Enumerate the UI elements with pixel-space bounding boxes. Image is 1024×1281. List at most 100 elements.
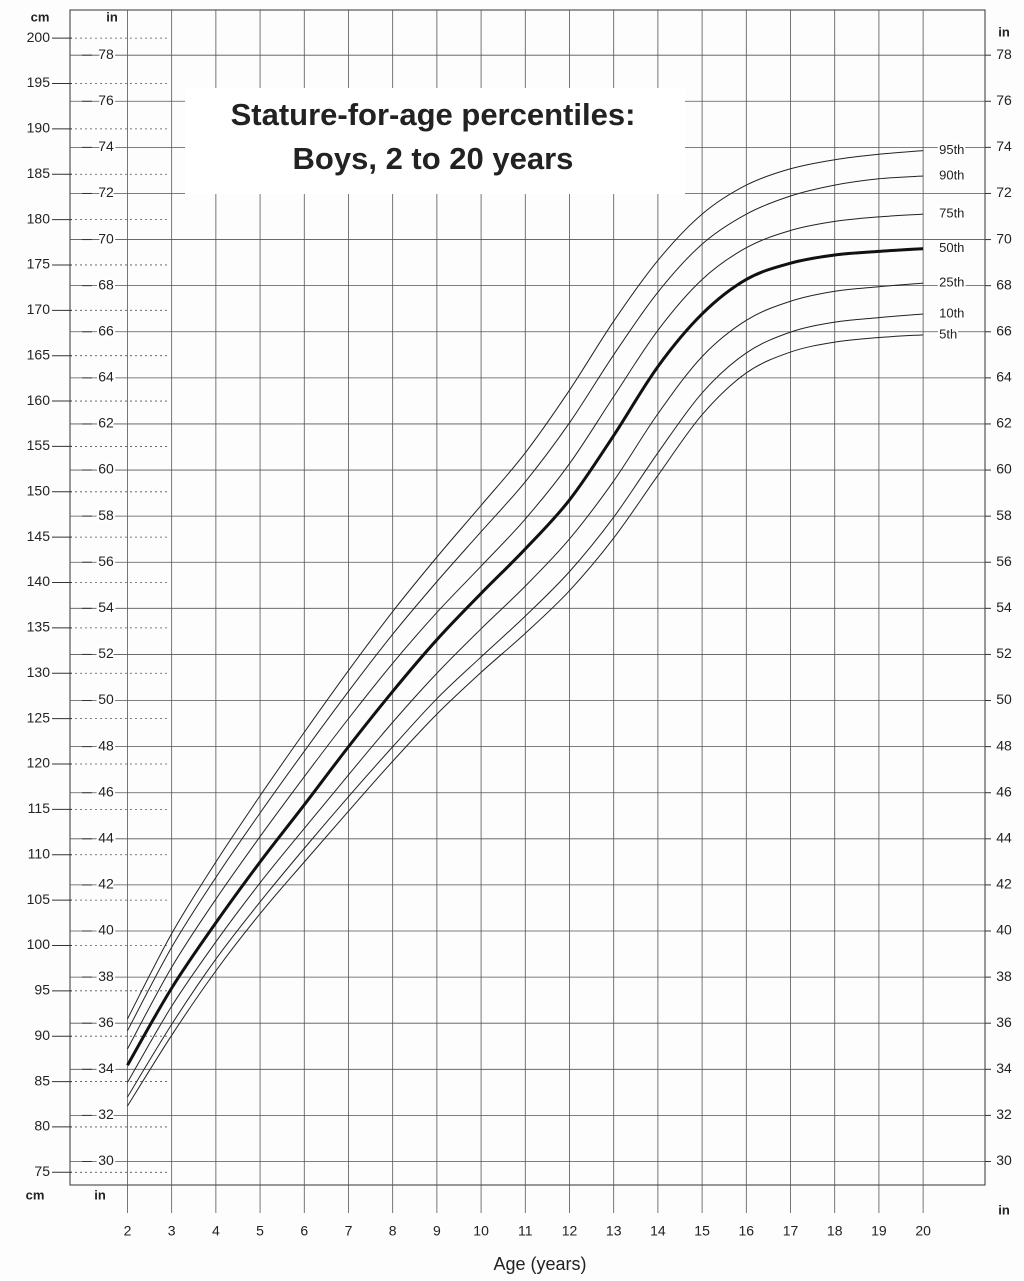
y2-tick-label: 60 bbox=[98, 461, 114, 477]
y2-tick-label: 54 bbox=[98, 599, 114, 615]
y2-tick-label: 56 bbox=[996, 553, 1012, 569]
y2-axis-label: in bbox=[998, 24, 1010, 39]
y-tick-label: 90 bbox=[34, 1027, 50, 1043]
y2-tick-label: 32 bbox=[996, 1106, 1012, 1122]
y-tick-label: 140 bbox=[27, 573, 51, 589]
y2-tick-label: 66 bbox=[98, 322, 114, 338]
y2-tick-label: 50 bbox=[98, 691, 114, 707]
series-label: 90th bbox=[939, 167, 964, 182]
y2-axis-label: in bbox=[94, 1187, 106, 1202]
x-tick-label: 4 bbox=[212, 1223, 220, 1239]
x-tick-label: 7 bbox=[345, 1223, 353, 1239]
y2-tick-label: 46 bbox=[98, 783, 114, 799]
y2-tick-label: 40 bbox=[996, 922, 1012, 938]
y-tick-label: 185 bbox=[27, 165, 51, 181]
y-axis-label: cm bbox=[31, 9, 50, 24]
x-tick-label: 8 bbox=[389, 1223, 397, 1239]
x-tick-label: 5 bbox=[256, 1223, 264, 1239]
y-axis-label: cm bbox=[26, 1187, 45, 1202]
percentile-curve bbox=[127, 334, 924, 1107]
y2-axis-label: in bbox=[106, 9, 118, 24]
y-tick-label: 200 bbox=[27, 29, 51, 45]
x-tick-label: 16 bbox=[739, 1223, 755, 1239]
y2-tick-label: 68 bbox=[996, 276, 1012, 292]
y-tick-label: 175 bbox=[27, 256, 51, 272]
y2-axis-label: in bbox=[998, 1202, 1010, 1217]
y2-tick-label: 62 bbox=[996, 415, 1012, 431]
percentile-curve bbox=[126, 247, 924, 1066]
x-tick-label: 2 bbox=[124, 1223, 132, 1239]
y2-tick-label: 32 bbox=[98, 1106, 114, 1122]
y-tick-label: 120 bbox=[27, 755, 51, 771]
y-tick-label: 165 bbox=[27, 346, 51, 362]
y2-tick-label: 48 bbox=[996, 737, 1012, 753]
x-tick-label: 10 bbox=[473, 1223, 489, 1239]
y2-tick-label: 74 bbox=[996, 138, 1012, 154]
percentile-curve bbox=[127, 282, 924, 1083]
series-label: 5th bbox=[939, 326, 957, 341]
y2-tick-label: 44 bbox=[98, 830, 114, 846]
y2-tick-label: 72 bbox=[98, 184, 114, 200]
x-tick-label: 17 bbox=[783, 1223, 799, 1239]
x-tick-label: 15 bbox=[694, 1223, 710, 1239]
y-tick-label: 105 bbox=[27, 891, 51, 907]
y-tick-label: 85 bbox=[34, 1072, 50, 1088]
y2-tick-label: 66 bbox=[996, 322, 1012, 338]
series-label: 95th bbox=[939, 142, 964, 157]
y2-tick-label: 70 bbox=[996, 230, 1012, 246]
x-tick-label: 9 bbox=[433, 1223, 441, 1239]
chart-title: Stature-for-age percentiles: bbox=[231, 97, 636, 132]
grid bbox=[52, 9, 991, 1213]
x-axis-label: Age (years) bbox=[493, 1254, 586, 1274]
series-label: 25th bbox=[939, 275, 964, 290]
title-box bbox=[185, 88, 685, 194]
series-label: 50th bbox=[939, 240, 964, 255]
y-tick-label: 80 bbox=[34, 1118, 50, 1134]
plot-frame bbox=[69, 9, 986, 1186]
y2-tick-label: 76 bbox=[98, 92, 114, 108]
y2-tick-label: 38 bbox=[98, 968, 114, 984]
y2-tick-label: 52 bbox=[98, 645, 114, 661]
y2-tick-label: 42 bbox=[996, 876, 1012, 892]
y2-tick-label: 30 bbox=[996, 1152, 1012, 1168]
y2-tick-label: 44 bbox=[996, 830, 1012, 846]
y-tick-label: 95 bbox=[34, 982, 50, 998]
y2-tick-label: 46 bbox=[996, 783, 1012, 799]
x-tick-label: 12 bbox=[562, 1223, 578, 1239]
y-tick-label: 190 bbox=[27, 120, 51, 136]
y-tick-label: 145 bbox=[27, 528, 51, 544]
x-tick-label: 3 bbox=[168, 1223, 176, 1239]
y2-tick-label: 34 bbox=[996, 1060, 1012, 1076]
y2-tick-label: 62 bbox=[98, 415, 114, 431]
y2-tick-label: 58 bbox=[996, 507, 1012, 523]
percentile-curve bbox=[127, 213, 924, 1050]
percentile-curve bbox=[127, 175, 924, 1031]
y-tick-label: 135 bbox=[27, 619, 51, 635]
y-tick-label: 115 bbox=[28, 800, 51, 816]
y2-tick-label: 54 bbox=[996, 599, 1012, 615]
y-tick-label: 195 bbox=[27, 74, 51, 90]
y2-tick-label: 64 bbox=[98, 369, 114, 385]
series-label: 75th bbox=[939, 206, 964, 221]
x-tick-label: 18 bbox=[827, 1223, 843, 1239]
y2-tick-label: 50 bbox=[996, 691, 1012, 707]
y-tick-label: 180 bbox=[27, 210, 51, 226]
y2-tick-label: 56 bbox=[98, 553, 114, 569]
y2-tick-label: 72 bbox=[996, 184, 1012, 200]
y-tick-label: 110 bbox=[28, 845, 51, 861]
y2-tick-label: 36 bbox=[996, 1014, 1012, 1030]
y2-tick-label: 68 bbox=[98, 276, 114, 292]
x-tick-label: 19 bbox=[871, 1223, 887, 1239]
percentile-curve bbox=[127, 150, 924, 1020]
y-tick-label: 125 bbox=[27, 709, 51, 725]
y2-tick-label: 30 bbox=[98, 1152, 114, 1168]
x-tick-label: 6 bbox=[300, 1223, 308, 1239]
y-tick-label: 170 bbox=[27, 301, 51, 317]
y2-tick-label: 70 bbox=[98, 230, 114, 246]
y2-tick-label: 60 bbox=[996, 461, 1012, 477]
y2-tick-label: 42 bbox=[98, 876, 114, 892]
y-tick-label: 130 bbox=[27, 664, 51, 680]
